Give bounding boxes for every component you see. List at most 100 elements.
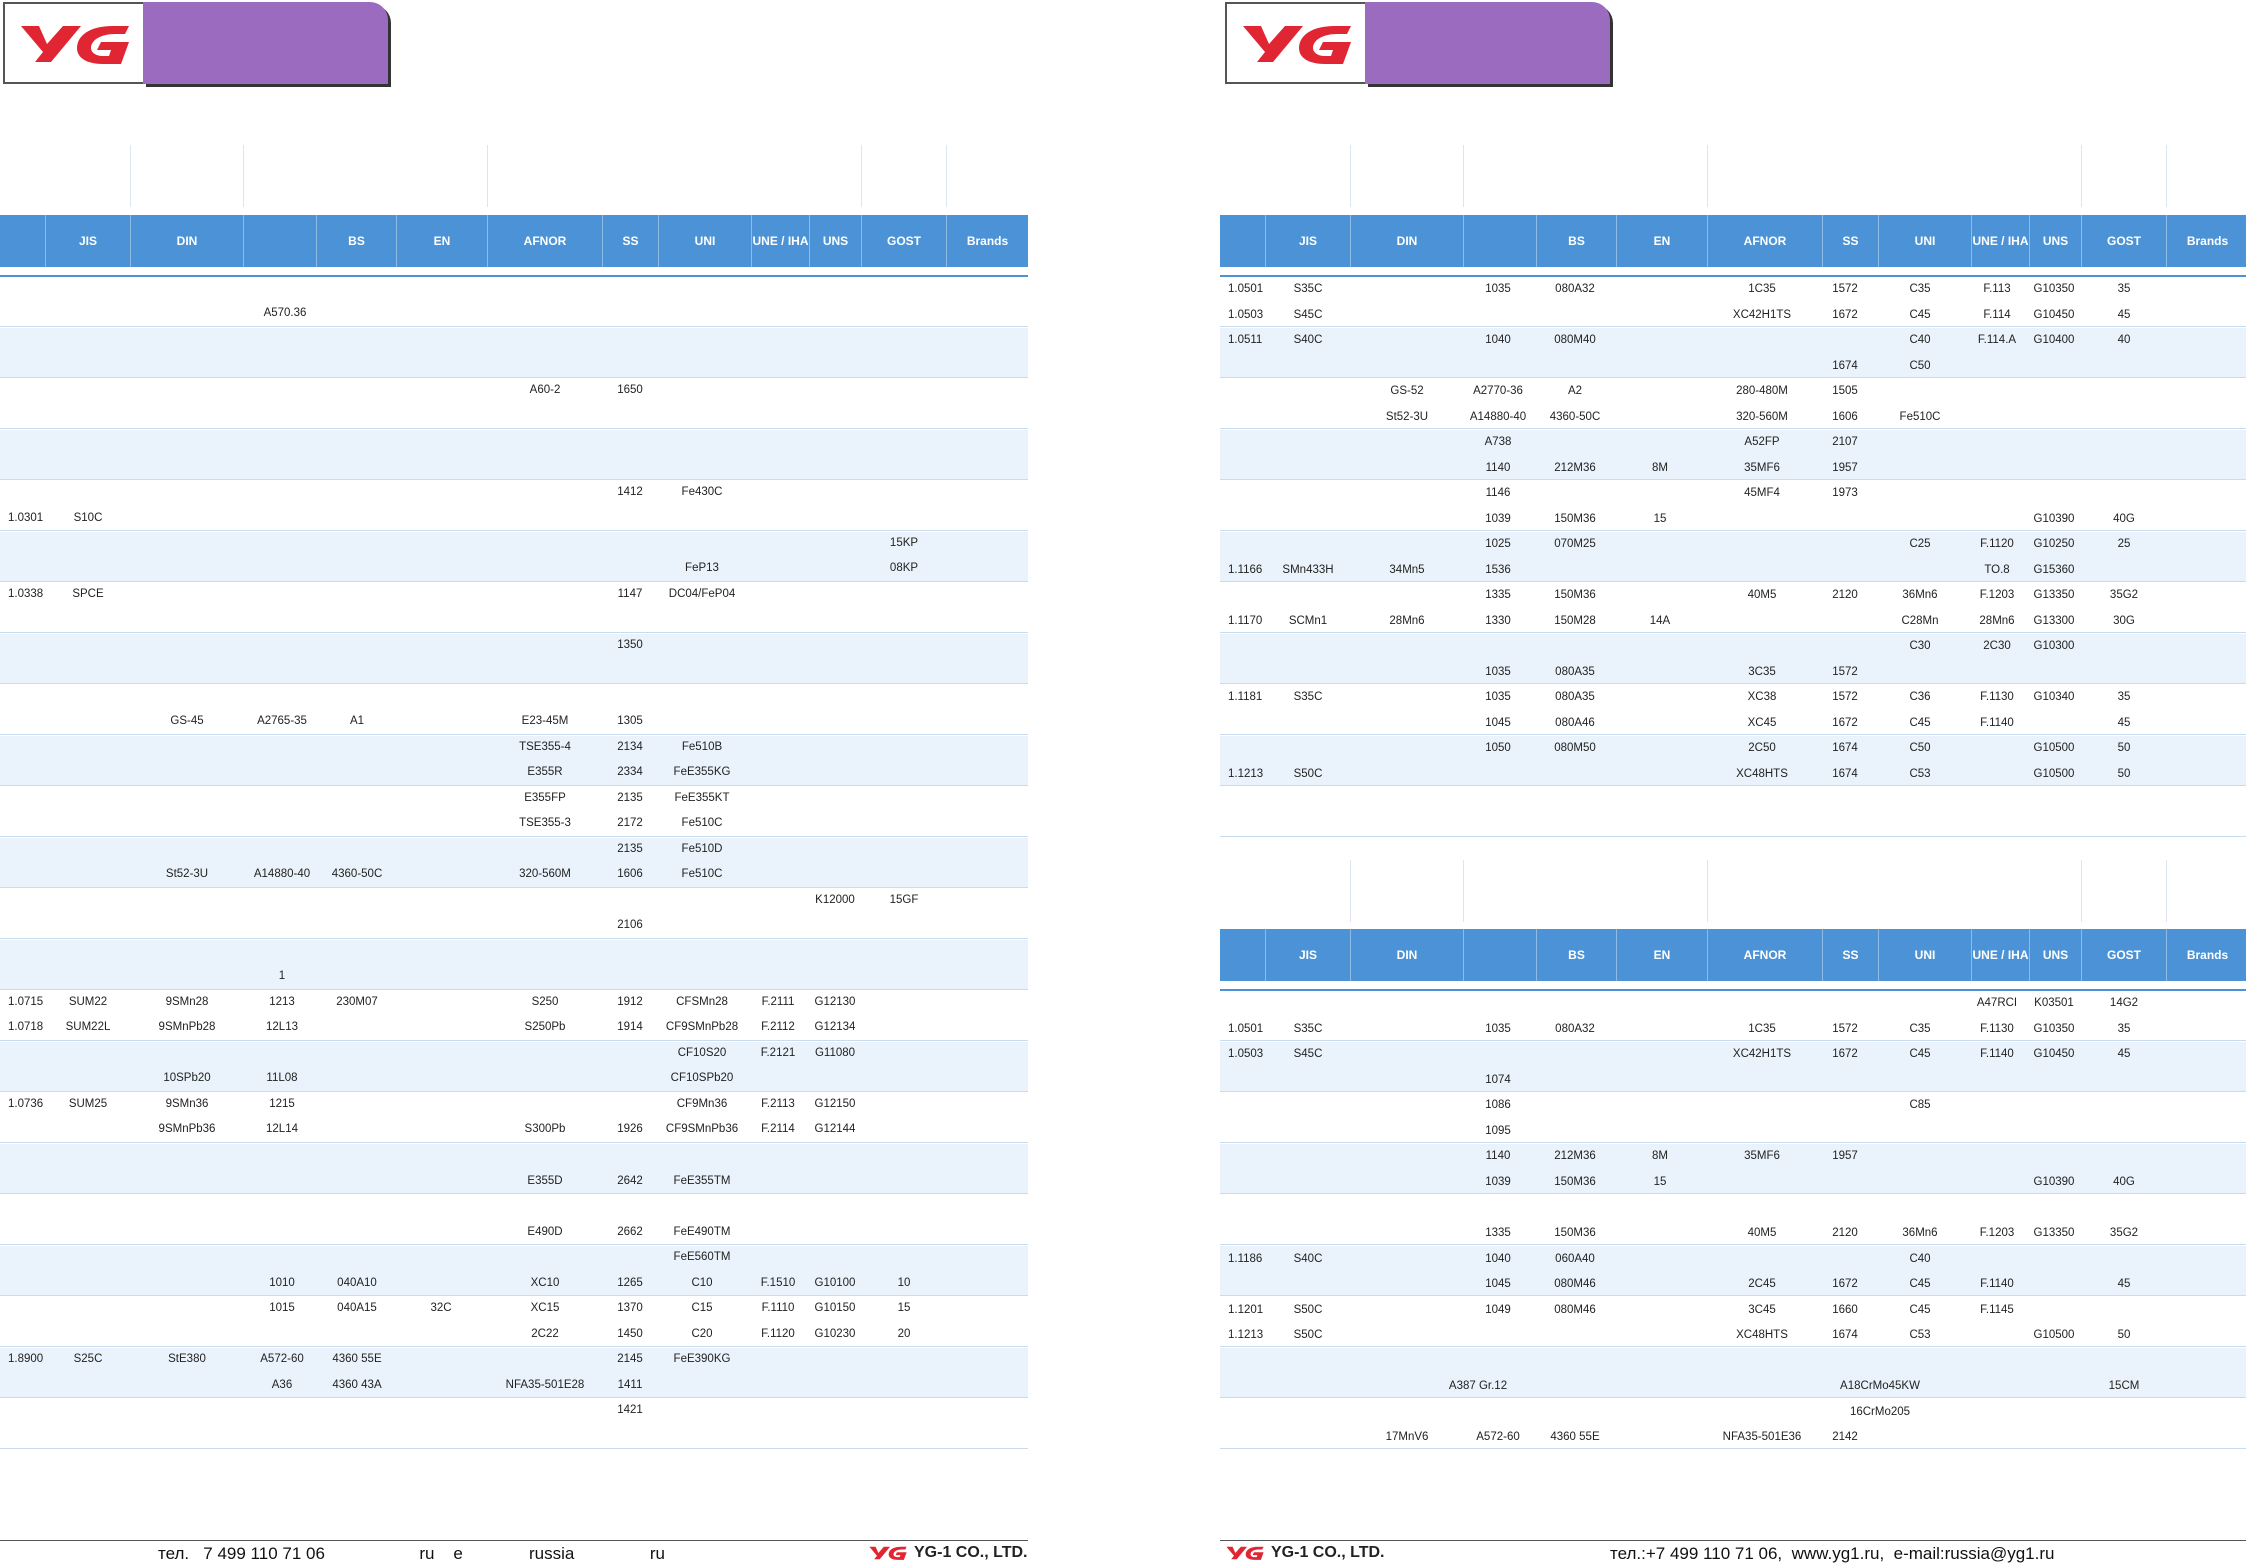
table-cell: 15 (897, 1302, 911, 1314)
table-cell: 2C30 (1983, 640, 2011, 652)
guide-line (1463, 860, 1464, 922)
table-cell: A572-60 (1476, 1431, 1520, 1443)
table-cell: C10 (691, 1277, 713, 1289)
header-uns: UNS (2029, 929, 2081, 981)
table-cell: NFA35-501E28 (505, 1379, 585, 1391)
table-cell: 1672 (1832, 1278, 1858, 1290)
table-cell: F.1203 (1979, 589, 2015, 601)
table-cell: C36 (1909, 691, 1931, 703)
table-cell: K03501 (2034, 997, 2074, 1009)
table-cell: 1074 (1485, 1074, 1511, 1086)
table-cell: S35C (1293, 283, 1323, 295)
table-cell: F.1130 (1980, 1023, 2014, 1035)
table-cell: Fe510C (681, 817, 723, 829)
table-cell: E355D (527, 1175, 563, 1187)
table-cell: SUM25 (68, 1098, 108, 1110)
table-cell: GS-45 (170, 715, 204, 727)
table-cell: 45 (2117, 717, 2131, 729)
table-cell: 45 (2117, 1278, 2131, 1290)
table-cell: 1957 (1832, 1150, 1858, 1162)
header-afnor: AFNOR (487, 215, 602, 267)
table-band (1220, 583, 2246, 633)
table-cell: XC38 (1747, 691, 1777, 703)
table-band (0, 991, 1028, 1041)
table-cell: 2642 (617, 1175, 643, 1187)
table-cell: 1086 (1485, 1099, 1511, 1111)
table-cell: 1.1166 (1228, 564, 1263, 576)
table-cell: 1039 (1485, 513, 1511, 525)
guide-line (861, 145, 862, 207)
table-cell: 1957 (1832, 462, 1858, 474)
table-cell: 16CrMo205 (1849, 1406, 1911, 1418)
header-blank-2 (243, 215, 316, 267)
logo-frame (3, 2, 143, 84)
table-cell: 1606 (617, 868, 643, 880)
table-cell: 2145 (617, 1353, 643, 1365)
table-cell: 1095 (1485, 1125, 1511, 1137)
table-cell: 1.1213 (1228, 1329, 1264, 1341)
table-cell: FeE390KG (673, 1353, 731, 1365)
table-band (0, 583, 1028, 633)
header-blank (0, 215, 45, 267)
table-cell: 1674 (1832, 768, 1858, 780)
table-cell: 50 (2117, 742, 2131, 754)
table-cell: E355R (527, 766, 563, 778)
table-cell: 150M36 (1554, 589, 1596, 601)
table-cell: S35C (1293, 1023, 1323, 1035)
table-cell: G12130 (814, 996, 856, 1008)
table-cell: 1421 (617, 1404, 643, 1416)
table-cell: S45C (1293, 309, 1323, 321)
table-cell: 2662 (617, 1226, 643, 1238)
table-cell: 40M5 (1747, 589, 1777, 601)
table-cell: 280-480M (1736, 385, 1788, 397)
table-cell: 1040 (1485, 334, 1511, 346)
table-cell: 2106 (617, 919, 643, 931)
table-cell: 4360-50C (331, 868, 383, 880)
table-cell: C35 (1909, 1023, 1931, 1035)
title-tab (143, 2, 388, 84)
table-cell: 1213 (269, 996, 295, 1008)
table-cell: 15KP (889, 537, 919, 549)
guide-line (243, 145, 244, 207)
table-cell: S300Pb (524, 1123, 566, 1135)
table-cell: 1C35 (1748, 1023, 1776, 1035)
table-cell: 040A10 (337, 1277, 377, 1289)
table-cell: DC04/FeP04 (668, 588, 736, 600)
table-band (1220, 736, 2246, 786)
guide-line (130, 145, 131, 207)
table-cell: 1572 (1832, 666, 1858, 678)
table-cell: F.114 (1983, 309, 2011, 321)
table-band (1220, 991, 2246, 1041)
guide-line (2166, 860, 2167, 922)
table-cell: 1411 (617, 1379, 643, 1391)
table-cell: SCMn1 (1288, 615, 1328, 627)
table-cell: 1045 (1485, 1278, 1511, 1290)
table-cell: StE380 (168, 1353, 206, 1365)
table-cell: G13350 (2033, 1227, 2075, 1239)
table-cell: F.1140 (1980, 1278, 2014, 1290)
header-une-iha: UNE / IHA (751, 215, 809, 267)
footer-divider (1220, 1540, 2246, 1541)
table-cell: 1.0503 (1228, 309, 1264, 321)
header-gost: GOST (861, 215, 946, 267)
table-cell: 8M (1652, 1150, 1668, 1162)
guide-line (1707, 145, 1708, 207)
column-guides-top (1220, 145, 2246, 207)
table-cell: SPCE (72, 588, 104, 600)
table-cell: A387 Gr.12 (1448, 1380, 1508, 1392)
table-cell: 1045 (1485, 717, 1511, 729)
table-cell: 1039 (1485, 1176, 1511, 1188)
table-cell: 1040 (1485, 1253, 1511, 1265)
table-cell: C45 (1909, 1304, 1931, 1316)
table-cell: 34Mn5 (1389, 564, 1425, 576)
table-band (0, 889, 1028, 939)
table-cell: E23-45M (521, 715, 569, 727)
table-band (0, 1348, 1028, 1398)
column-guides-bottom (1220, 860, 2246, 922)
table-cell: A36 (271, 1379, 293, 1391)
yg-logo-icon (1243, 26, 1351, 64)
table-cell: G10100 (814, 1277, 856, 1289)
table-band (1220, 430, 2246, 480)
table-cell: G10450 (2033, 1048, 2075, 1060)
table-cell: CF10S20 (677, 1047, 727, 1059)
